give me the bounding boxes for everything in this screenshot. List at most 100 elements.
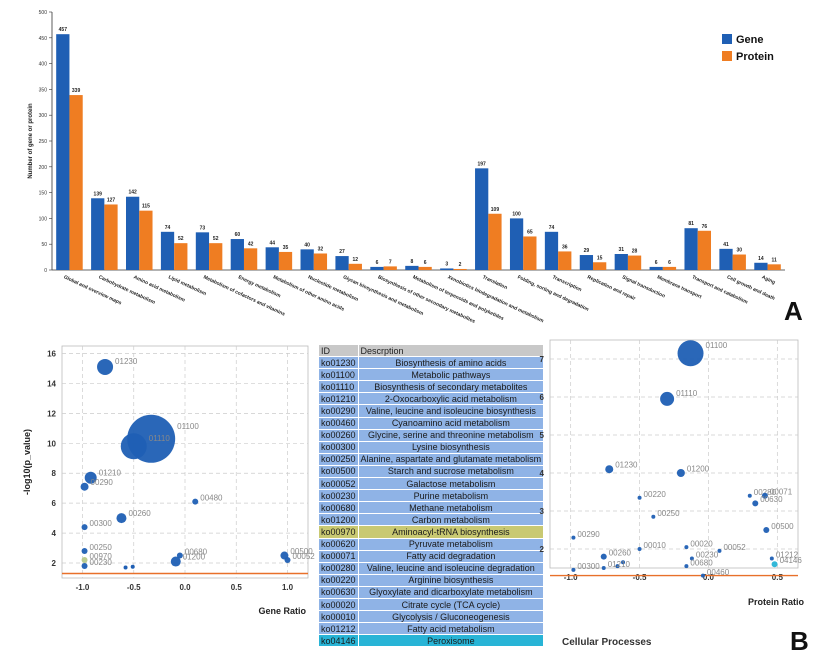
y-tick-label: 7 <box>540 355 545 364</box>
table-cell-description: Glyoxylate and dicarboxylate metabolism <box>357 585 545 599</box>
table-cell-id: ko00250 <box>318 452 359 466</box>
table-row: ko00250 Alanine, aspartate and glutamate … <box>318 452 545 466</box>
table-cell-description: Glycine, serine and threonine metabolism <box>357 428 545 442</box>
table-row: ko00290 Valine, leucine and isoleucine bi… <box>318 404 545 418</box>
legend-swatch-gene <box>722 34 732 44</box>
table-body: ko01230 Biosynthesis of amino acids ko0110… <box>318 356 545 648</box>
table-cell-id: ko00260 <box>318 428 359 442</box>
y-tick-label: 6 <box>540 393 545 402</box>
table-cell-id: ko01230 <box>318 356 359 370</box>
bar-value-label: 27 <box>339 249 345 255</box>
bubble-point <box>651 514 656 519</box>
bar-value-label: 6 <box>376 260 379 266</box>
table-row: ko01110 Biosynthesis of secondary metabol… <box>318 380 545 394</box>
bar-value-label: 76 <box>702 224 708 230</box>
y-tick-label: 16 <box>47 349 56 358</box>
bubble-point <box>637 547 642 551</box>
table-cell-description: Citrate cycle (TCA cycle) <box>357 597 545 612</box>
table-cell-description: Lysine biosynthesis <box>357 440 545 454</box>
table-row: ko01210 2-Oxocarboxylic acid metabolism <box>318 392 545 406</box>
bubble-point <box>700 573 705 578</box>
bubble-point <box>130 564 135 569</box>
table-row: ko00230 Purine metabolism <box>318 489 545 503</box>
bubble-point <box>176 552 183 559</box>
bubble-point <box>81 557 88 564</box>
x-tick-label: -0.5 <box>127 583 141 592</box>
bubble-label: 00010 <box>644 541 667 550</box>
bar-gene <box>195 232 210 270</box>
table-row: ko01200 Carbon metabolism <box>318 513 545 527</box>
bubble-point <box>747 493 752 498</box>
table-cell-description: Glycolysis / Gluconeogenesis <box>357 610 545 624</box>
bar-gene <box>56 34 70 270</box>
table-header-id: ID <box>318 343 359 358</box>
bar-protein <box>593 262 607 270</box>
bar-protein <box>69 95 83 271</box>
table-cell-id: ko00290 <box>318 404 359 418</box>
table-row: ko00620 Pyruvate metabolism <box>318 537 545 551</box>
bar-value-label: 11 <box>772 257 778 263</box>
bubble-label: 00250 <box>657 509 680 518</box>
table-row: ko01212 Fatty acid metabolism <box>318 622 545 636</box>
bubble-label: 00970 <box>90 552 113 561</box>
table-cell-id: ko01210 <box>318 392 359 406</box>
table-cell-description: Fatty acid metabolism <box>357 622 545 636</box>
bar-value-label: 35 <box>283 245 289 251</box>
bubble-point <box>752 500 759 507</box>
pathway-table: ID Descrption ko01230 Biosynthesis of ami… <box>318 343 545 648</box>
bubble-label: 01110 <box>149 434 171 443</box>
bubble-point <box>571 535 576 540</box>
legend-swatch-protein <box>722 51 732 61</box>
x-tick-label: 1.0 <box>282 583 294 592</box>
x-tick-label: 0.5 <box>772 573 784 582</box>
bubble-label: 00300 <box>90 519 113 528</box>
table-row: ko00300 Lysine biosynthesis <box>318 440 545 454</box>
bubble-point <box>170 556 181 567</box>
y-tick-label: 5 <box>540 431 545 440</box>
table-row: ko00970 Aminoacyl-tRNA biosynthesis <box>318 525 545 539</box>
bar-gene <box>684 228 698 270</box>
bar-gene <box>719 248 733 270</box>
bubble-label: 00290 <box>91 478 114 487</box>
bar-protein <box>278 251 293 270</box>
bubble-label: 01200 <box>183 553 206 562</box>
bubble-label: 01210 <box>608 560 631 569</box>
bar-protein <box>313 253 328 270</box>
table-row: ko01100 Metabolic pathways <box>318 368 545 382</box>
bar-category-label: Global and overview maps <box>63 274 123 306</box>
bar-protein <box>139 210 153 270</box>
table-row: ko00260 Glycine, serine and threonine met… <box>318 428 545 442</box>
bubble-point <box>123 565 128 570</box>
bar-gene <box>230 239 244 270</box>
bar-value-label: 339 <box>72 88 81 94</box>
bubble-label: 00071 <box>770 488 793 497</box>
bar-gene <box>440 268 454 270</box>
bubble-label: 00500 <box>771 522 794 531</box>
bubble-label: 01200 <box>687 464 710 473</box>
bar-value-label: 60 <box>235 232 241 238</box>
table-cell-description: Purine metabolism <box>357 489 545 503</box>
bar-y-tick-label: 400 <box>39 62 48 68</box>
bar-y-tick-label: 500 <box>39 10 48 16</box>
bar-value-label: 52 <box>213 236 219 242</box>
bar-category-label: Carbohydrate metabolism <box>98 274 157 306</box>
bar-value-label: 32 <box>318 246 324 252</box>
x-axis-label: Gene Ratio <box>258 606 306 616</box>
y-tick-label: 8 <box>52 469 57 478</box>
table-cell-id: ko00010 <box>318 610 359 624</box>
bar-protein <box>348 263 362 270</box>
bar-y-tick-label: 150 <box>39 191 48 197</box>
table-cell-description: Starch and sucrose metabolism <box>357 464 545 479</box>
bar-chart: 0 50 100 150 200 250 300 350 400 450 500 Number of … <box>28 10 785 325</box>
bar-value-label: 2 <box>459 262 462 268</box>
table-cell-id: ko01212 <box>318 622 359 636</box>
bubble-point <box>81 563 88 570</box>
table-cell-description: Biosynthesis of amino acids <box>357 356 545 370</box>
bar-y-tick-label: 100 <box>39 216 48 222</box>
table-cell-id: ko01200 <box>318 513 359 527</box>
table-cell-description: Methane metabolism <box>357 501 545 515</box>
bubble-label: 00052 <box>723 543 746 552</box>
bubble-label: 01100 <box>177 422 199 431</box>
bar-value-label: 36 <box>562 244 568 250</box>
